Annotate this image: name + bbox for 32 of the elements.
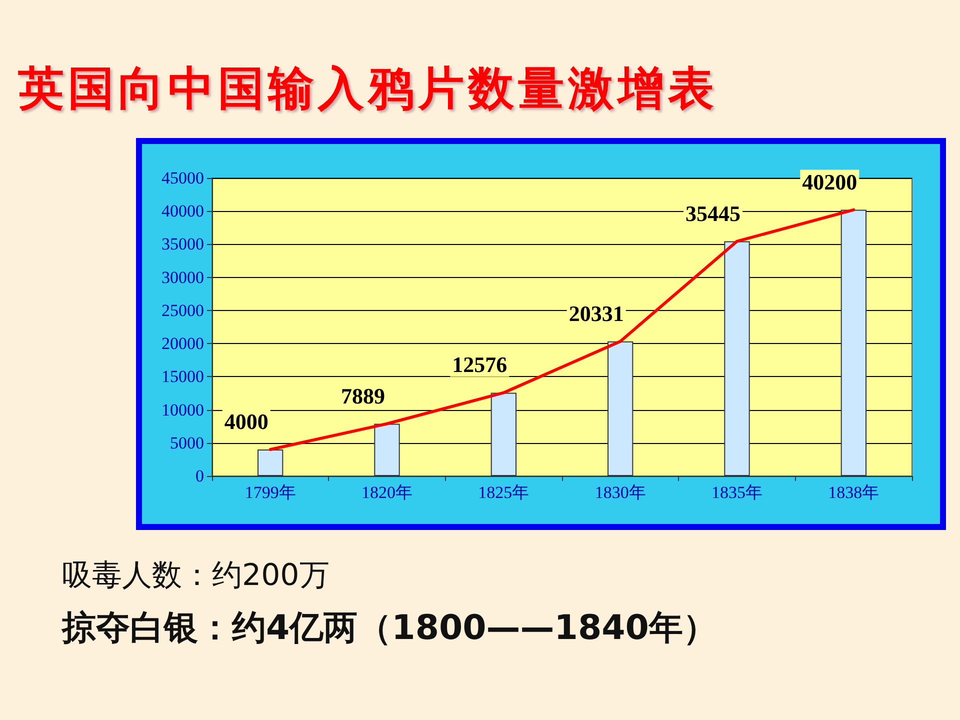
bar [490,392,516,476]
chart-title: 英国向中国输入鸦片数量激增表 [18,62,718,116]
bar [374,424,400,476]
x-tick-label: 1799年 [244,483,296,502]
line-series [268,208,856,452]
data-label: 40200 [802,169,858,194]
data-label: 7889 [341,383,385,408]
x-tick-label: 1838年 [828,483,880,502]
x-tick-label: 1825年 [478,483,530,502]
y-tick-label: 40000 [162,202,204,221]
text: 吸毒人数：约200万 [62,557,330,595]
y-tick-label: 10000 [162,400,204,420]
data-label: 20331 [568,300,624,326]
text: 掠夺白银：约4亿两（1800——1840年） [62,607,717,650]
y-tick-label: 20000 [162,334,204,354]
x-tick-label: 1830年 [594,483,646,502]
data-label: 4000 [224,409,268,434]
x-tick-label: 1835年 [712,483,762,502]
y-tick-label: 45000 [162,168,204,188]
data-label: 12576 [452,352,508,378]
data-label: 35445 [686,200,740,226]
bar [258,450,284,476]
bar [840,210,866,476]
bar [724,241,750,476]
x-tick-label: 1820年 [362,483,412,502]
y-tick-label: 25000 [162,300,204,320]
bar [608,341,634,476]
y-tick-label: 30000 [162,268,204,287]
y-tick-label: 15000 [162,367,204,386]
y-tick-label: 35000 [162,234,204,254]
y-tick-label: 0 [196,466,204,486]
y-tick-label: 5000 [170,433,204,452]
